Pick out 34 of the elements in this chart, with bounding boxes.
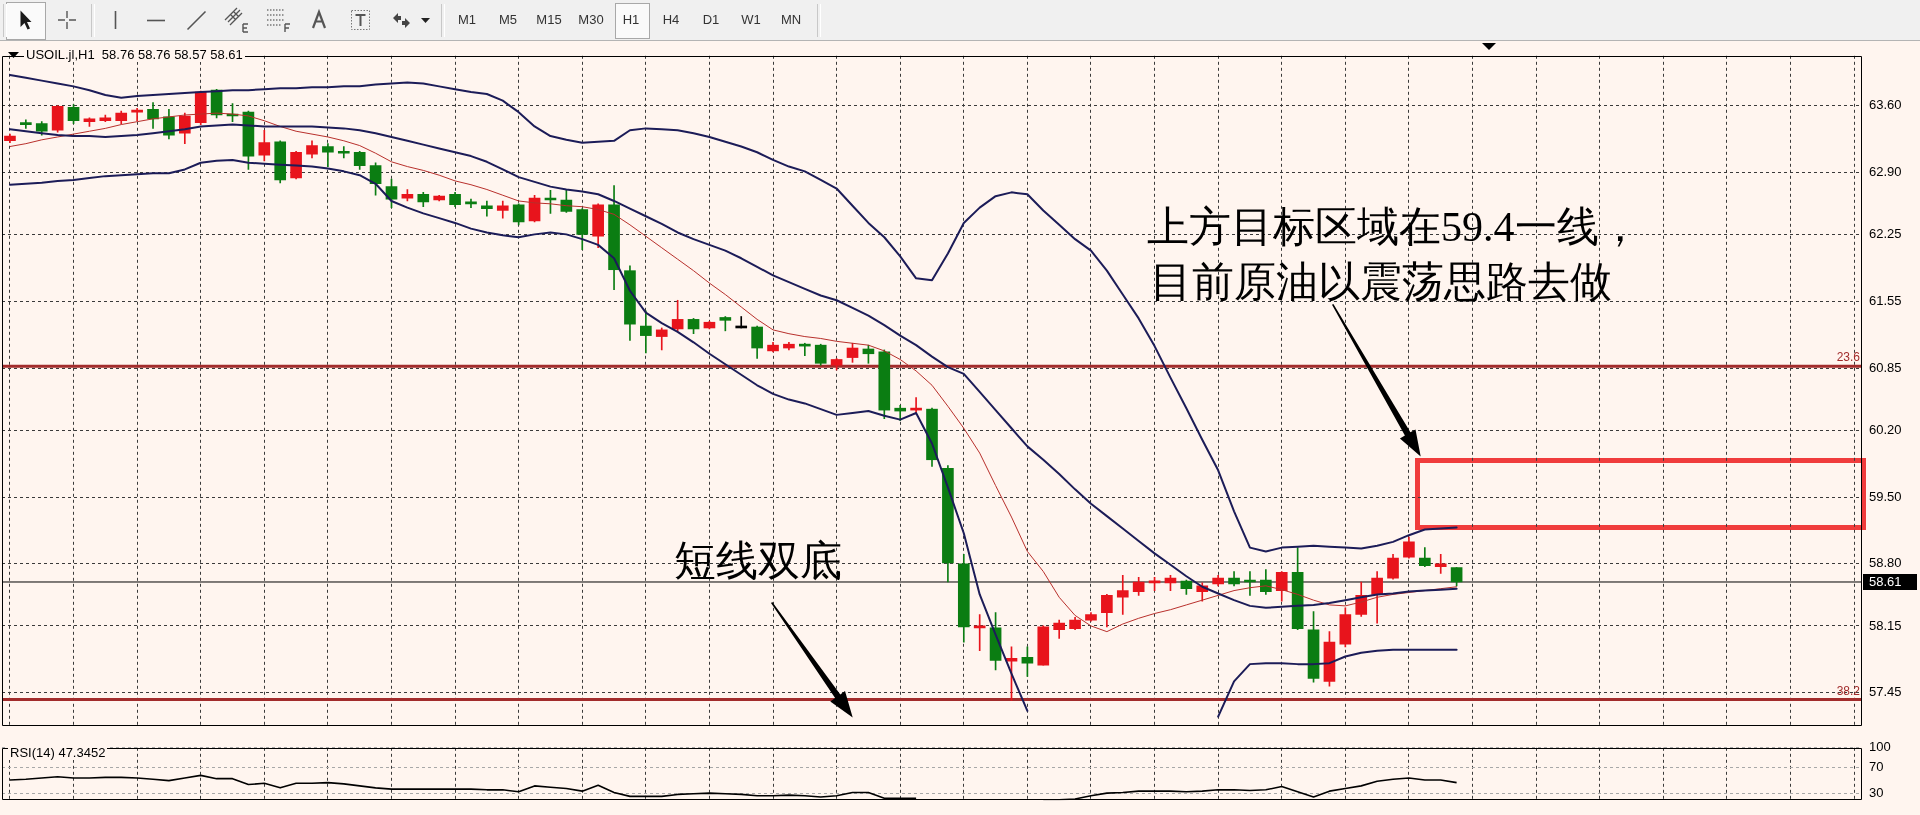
y-tick-label: 62.90 (1869, 163, 1902, 179)
text: M1 (457, 12, 477, 28)
annotation: 上方目标区域在59.4一线， (1147, 204, 1641, 250)
text: H1 (622, 12, 640, 28)
y-tick-label: 61.55 (1869, 292, 1902, 308)
text: W1 (741, 12, 761, 28)
chart-title: RSI(14) 47.3452 (8, 745, 108, 760)
candlestick (481, 200, 493, 217)
y-tick-label: 58.80 (1869, 555, 1902, 571)
annotation: 38.2 (1836, 683, 1861, 698)
annotation: 23.6 (1836, 350, 1861, 365)
y-tick-label: 30 (1869, 785, 1884, 801)
ref-line-label: 58.61 (1869, 574, 1902, 590)
chart-title: USOIL.jl,H1 58.76 58.76 58.57 58.61 (24, 47, 245, 62)
text: MN (780, 12, 802, 28)
text: D1 (702, 12, 720, 28)
annotation: 目前原油以震荡思路去做 (1150, 259, 1612, 305)
y-tick-label: 63.60 (1869, 97, 1902, 113)
y-tick-label: 58.15 (1869, 617, 1902, 633)
y-tick-label: 57.45 (1869, 684, 1902, 700)
text: M30 (578, 12, 604, 28)
y-tick-label: 62.25 (1869, 225, 1902, 241)
annotation: 短线双底 (674, 538, 842, 584)
y-tick-label: 70 (1869, 759, 1884, 775)
text: M15 (536, 12, 562, 28)
y-tick-label: 100 (1869, 739, 1891, 755)
candlestick (337, 146, 350, 159)
y-tick-label: 60.20 (1869, 421, 1902, 437)
y-tick-label: 60.85 (1869, 359, 1902, 375)
text: M5 (498, 12, 518, 28)
text: H4 (662, 12, 680, 28)
y-tick-label: 59.50 (1869, 488, 1902, 504)
candlestick (1116, 574, 1129, 615)
candlestick (20, 119, 32, 129)
